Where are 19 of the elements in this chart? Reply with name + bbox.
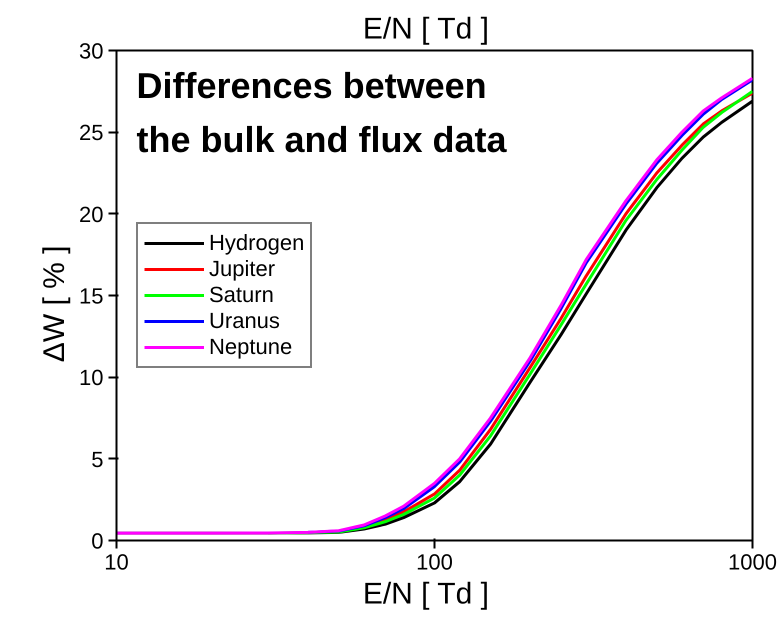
y-tick-label: 0 <box>91 528 104 554</box>
legend-label: Neptune <box>209 334 292 360</box>
y-tick-label: 30 <box>79 38 104 64</box>
y-tick-label: 10 <box>79 365 104 390</box>
x2-axis-title: E/N [ Td ] <box>362 12 489 46</box>
y-tick-label: 25 <box>79 120 104 146</box>
x-axis-title: E/N [ Td ] <box>362 578 489 610</box>
annotation: Differences between <box>136 65 487 106</box>
y-tick-label: 5 <box>91 446 104 472</box>
legend-label: Uranus <box>209 308 280 334</box>
x-tick-label: 100 <box>416 550 453 574</box>
legend-label: Saturn <box>209 282 274 308</box>
legend-label: Jupiter <box>209 256 276 282</box>
legend-label: Hydrogen <box>209 230 304 256</box>
y-axis-title: ΔW [ % ] <box>38 245 72 362</box>
y-tick-label: 20 <box>79 202 104 227</box>
y-tick-label: 15 <box>79 284 104 308</box>
x-tick-label: 1000 <box>728 550 777 574</box>
annotation: the bulk and flux data <box>136 119 508 160</box>
